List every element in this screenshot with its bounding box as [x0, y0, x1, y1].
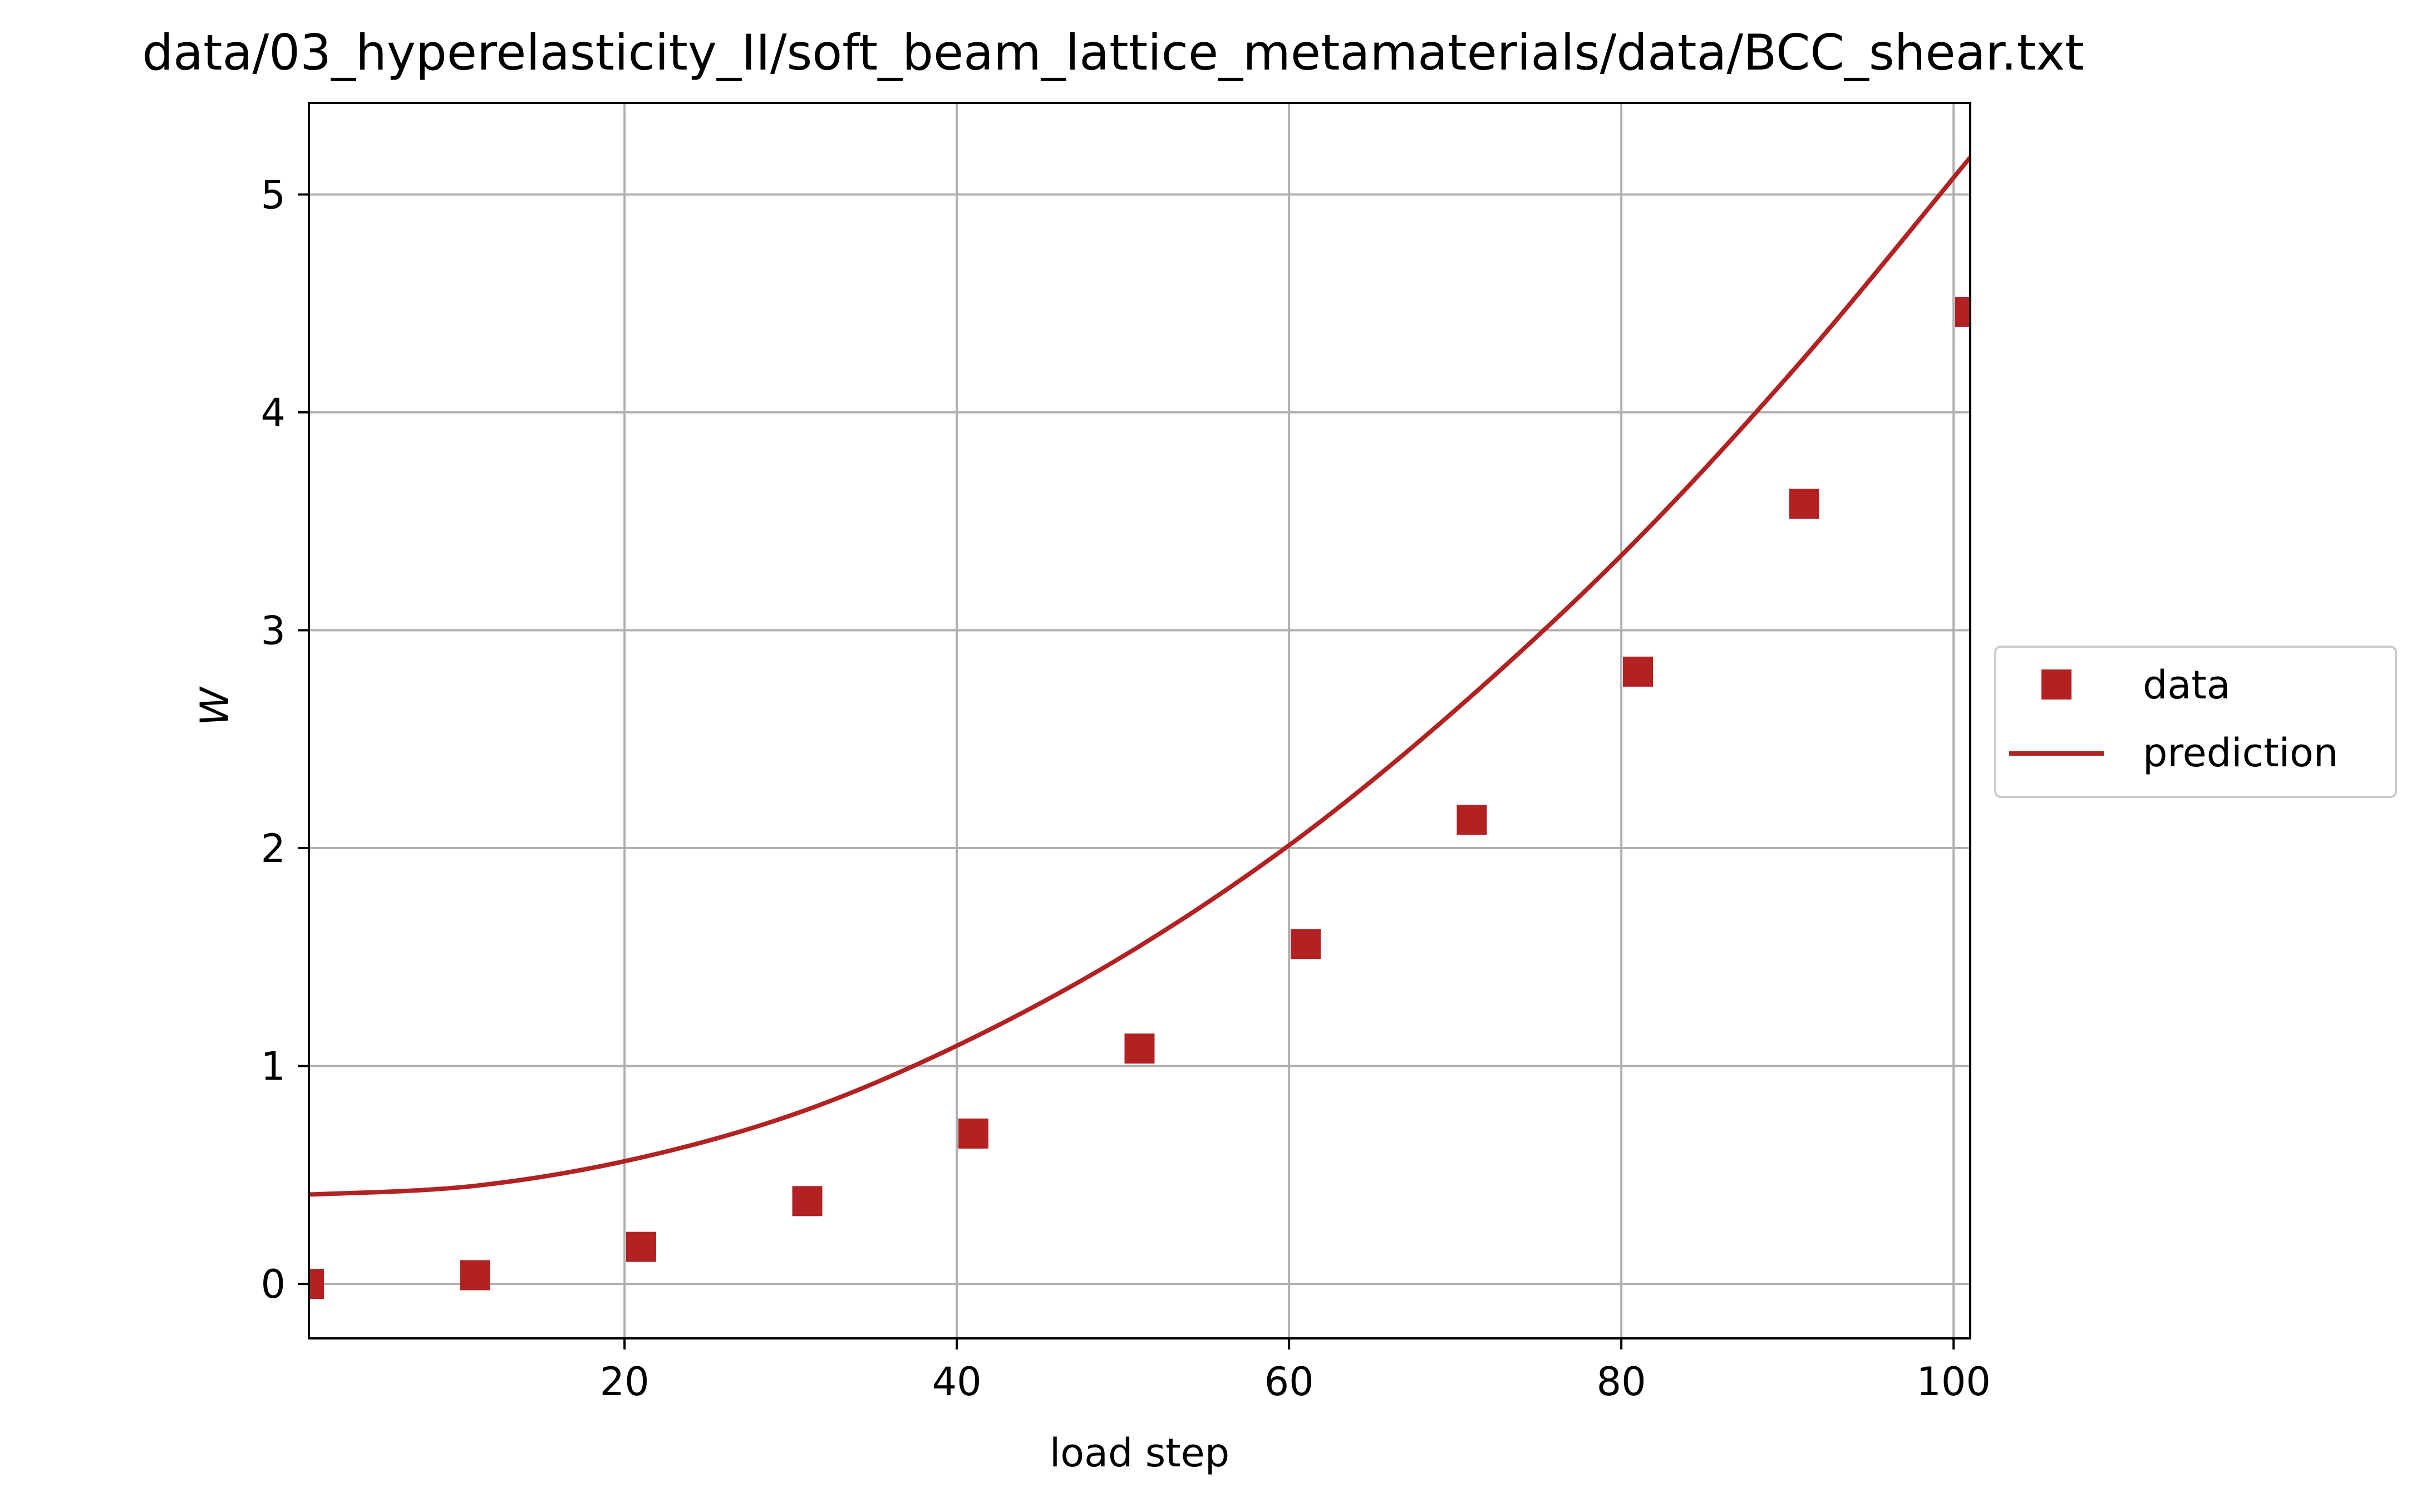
y-tick-label: 2: [260, 826, 286, 871]
y-tick-label: 1: [260, 1044, 286, 1090]
x-tick-label: 100: [1916, 1359, 1991, 1405]
y-tick-label: 5: [260, 172, 286, 218]
x-tick-label: 20: [600, 1359, 649, 1405]
x-tick-label: 60: [1264, 1359, 1314, 1405]
y-tick-label: 4: [260, 390, 286, 436]
x-tick-label: 80: [1597, 1359, 1646, 1405]
legend-data-marker: [2041, 669, 2071, 700]
legend-box: [1994, 646, 2397, 798]
legend: data prediction: [1994, 646, 2397, 798]
data-point-marker: [1623, 656, 1653, 687]
plot-series: [309, 156, 1970, 1299]
legend-data-label: data: [2143, 662, 2231, 708]
data-point-marker: [1456, 805, 1487, 835]
y-tick-label: 3: [260, 608, 286, 654]
y-tick-label: 0: [260, 1262, 286, 1307]
data-point-marker: [1124, 1033, 1155, 1064]
axis-ticks: 20 40 60 80 100 0 1 2 3 4 5: [260, 172, 1991, 1405]
prediction-line: [309, 156, 1970, 1197]
data-point-marker: [309, 1269, 324, 1299]
data-point-marker: [1789, 489, 1819, 519]
grid-lines: [309, 103, 1970, 1338]
plot-area-frame: [308, 102, 1971, 1339]
x-tick-label: 40: [932, 1359, 982, 1405]
data-point-marker: [460, 1260, 490, 1291]
legend-prediction-label: prediction: [2143, 730, 2338, 776]
data-point-marker: [626, 1232, 656, 1262]
chart-title: data/03_hyperelasticity_II/soft_beam_lat…: [142, 24, 2084, 81]
data-point-marker: [1955, 297, 1970, 327]
data-point-marker: [792, 1186, 823, 1217]
data-point-marker: [958, 1118, 988, 1149]
x-axis-label: load step: [1050, 1430, 1229, 1476]
data-point-marker: [1291, 929, 1321, 959]
y-axis-label: W: [192, 686, 238, 726]
